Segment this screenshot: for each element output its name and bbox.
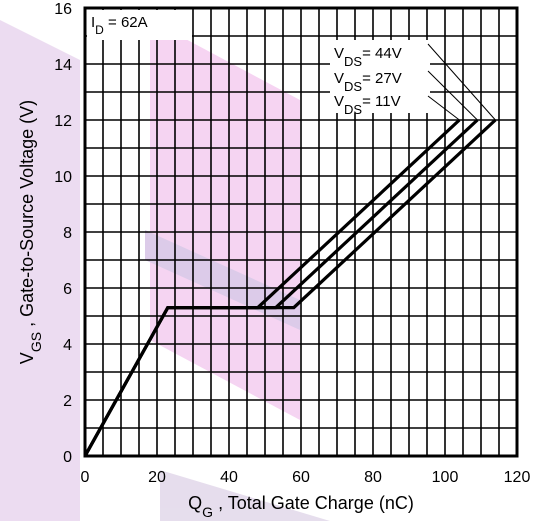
legend-leader-line [427, 95, 460, 121]
legend-leader-line [427, 43, 496, 121]
legend-entry-1: VDS= 27V [334, 70, 402, 94]
x-axis-label: QG , Total Gate Charge (nC) [188, 493, 414, 520]
y-tick-label: 10 [54, 169, 72, 186]
x-tick-label: 80 [364, 469, 382, 486]
series-lines [83, 118, 497, 457]
x-tick-label: 40 [220, 469, 238, 486]
axis-labels: QG , Total Gate Charge (nC) VGS , Gate-to… [17, 100, 414, 520]
legend-leader-line [427, 70, 478, 121]
watermark [0, 20, 330, 521]
y-tick-label: 14 [54, 57, 72, 74]
legend-box [330, 40, 430, 113]
x-tick-label: 60 [292, 469, 310, 486]
y-axis-label: VGS , Gate-to-Source Voltage (V) [17, 100, 44, 364]
legend-entry-0: VDS= 44V [334, 45, 402, 69]
y-tick-label: 12 [54, 113, 72, 130]
y-tick-label: 8 [63, 225, 72, 242]
x-tick-label: 20 [148, 469, 166, 486]
drain-current-label: ID = 62A [91, 14, 148, 37]
x-tick-label: 100 [432, 469, 459, 486]
y-tick-label: 0 [63, 449, 72, 466]
y-tick-label: 4 [63, 337, 72, 354]
tick-labels: 0 20 40 60 80 100 120 0 2 4 6 8 10 12 14 16 [54, 1, 530, 486]
y-tick-label: 16 [54, 1, 72, 18]
x-tick-label: 120 [504, 469, 531, 486]
x-tick-label: 0 [81, 469, 90, 486]
legend-entry-2: VDS= 11V [334, 93, 401, 117]
grid-lines [85, 8, 517, 456]
plot-frame [83, 6, 519, 458]
id-label-box [87, 10, 192, 40]
y-tick-label: 6 [63, 281, 72, 298]
y-tick-label: 2 [63, 393, 72, 410]
series-line-2 [83, 118, 461, 457]
plot-border [83, 6, 519, 458]
